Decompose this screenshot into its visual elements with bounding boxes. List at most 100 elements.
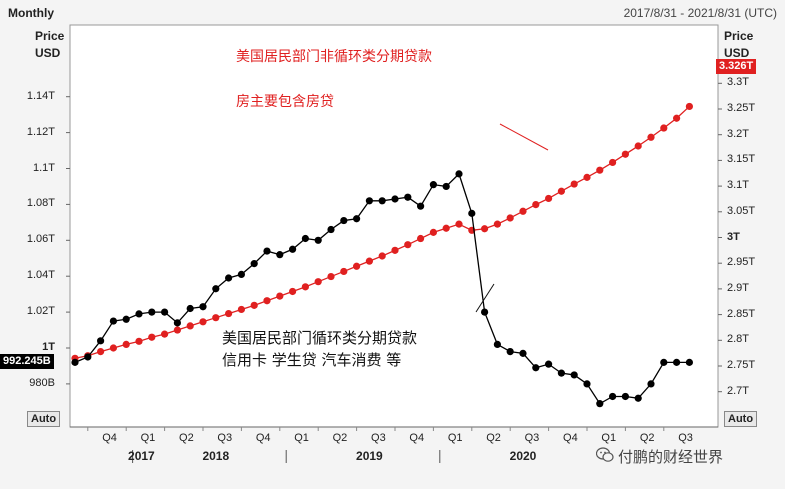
black-series-point <box>148 308 156 316</box>
red-series-point <box>97 348 105 356</box>
x-quarter-label: Q2 <box>179 432 194 444</box>
black-series-point <box>365 197 373 205</box>
red-series-point <box>161 330 169 338</box>
left-axis-tick-label: 1.14T <box>26 89 55 102</box>
black-series-point <box>442 182 450 191</box>
red-series-point <box>685 102 694 111</box>
black-series-point <box>199 303 207 311</box>
right-last-value-badge: 3.326T <box>716 59 757 74</box>
left-axis-title-line2: USD <box>35 46 61 60</box>
right-axis-ticks <box>718 82 722 393</box>
red-series-point <box>109 344 117 352</box>
black-series-point <box>353 215 361 223</box>
black-series-point <box>647 380 655 388</box>
black-series-point <box>532 364 540 372</box>
left-auto-scale-button[interactable]: Auto <box>27 411 61 427</box>
x-quarter-label: Q3 <box>678 432 693 444</box>
red-series-point <box>365 257 373 265</box>
black-series-point <box>314 236 322 244</box>
plot-background <box>69 24 719 428</box>
black-series-point <box>545 360 553 368</box>
red-series-point <box>545 194 553 203</box>
x-quarter-label: Q4 <box>409 432 425 444</box>
x-quarter-label: Q2 <box>332 432 348 444</box>
x-year-label: 2017 <box>128 449 155 463</box>
red-series-point <box>391 246 399 254</box>
red-series-point <box>660 124 668 132</box>
black-series-point <box>468 209 476 217</box>
black-series-point <box>135 310 143 318</box>
black-series-point <box>391 195 399 203</box>
annotation-arrow-black <box>475 283 495 313</box>
frequency-label: Monthly <box>8 6 54 20</box>
red-series-point <box>429 228 437 236</box>
black-series-point <box>84 353 92 361</box>
x-quarter-label: Q1 <box>447 432 463 444</box>
red-series-point <box>212 314 220 322</box>
black-series-point <box>493 340 501 349</box>
x-quarter-label: Q1 <box>140 432 156 444</box>
red-series-point <box>263 297 271 305</box>
left-axis-title-line1: Price <box>35 29 65 43</box>
left-axis-tick-label: 980B <box>29 376 55 389</box>
right-axis-tick-label: 3.15T <box>727 153 756 166</box>
red-series-point <box>455 220 463 228</box>
right-axis-tick-label: 2.8T <box>727 333 750 346</box>
black-series-point <box>609 392 617 401</box>
black-series-point <box>481 308 489 316</box>
black-series-point <box>404 193 412 201</box>
black-series-point <box>673 358 681 366</box>
black-series-point <box>301 234 309 243</box>
right-axis-tick-label: 2.9T <box>727 281 750 294</box>
x-quarter-label: Q2 <box>639 432 655 444</box>
black-series-point <box>378 197 386 205</box>
wechat-icon <box>596 447 614 462</box>
left-axis-tick-label: 1.04T <box>26 269 55 282</box>
annotation-red-subtitle: 房主要包含房贷 <box>236 94 334 110</box>
black-series-point <box>570 371 578 379</box>
black-series-point <box>289 245 297 253</box>
red-series-point <box>122 340 130 349</box>
right-axis-tick-label: 2.95T <box>727 256 756 269</box>
x-quarter-label: Q3 <box>371 432 386 444</box>
black-series-point <box>109 317 117 325</box>
red-series-point <box>186 322 194 330</box>
red-series-point <box>173 326 181 334</box>
left-axis-tick-label: 1T <box>42 341 55 353</box>
black-series-point <box>583 380 591 388</box>
red-series-point <box>404 241 412 249</box>
left-axis-tick-label: 1.12T <box>26 125 55 138</box>
x-year-label: 2019 <box>356 449 383 463</box>
black-series-point <box>557 369 566 377</box>
right-axis-tick-label: 3.05T <box>727 204 756 217</box>
red-series-point <box>647 133 655 141</box>
black-series-point <box>596 400 604 408</box>
red-series-point <box>442 224 450 232</box>
right-axis-tick-label: 3.25T <box>727 102 756 114</box>
black-series-point <box>71 358 79 366</box>
annotation-red-title: 美国居民部门非循环类分期贷款 <box>236 49 432 65</box>
black-series-point <box>506 347 514 356</box>
black-series-point <box>186 304 194 313</box>
red-series-point <box>621 150 630 158</box>
date-range-label: 2017/8/31 - 2021/8/31 (UTC) <box>623 6 777 20</box>
black-series-point <box>212 285 220 293</box>
red-series-point <box>250 301 258 309</box>
x-quarter-label: Q4 <box>255 432 271 444</box>
right-axis-tick-label: 2.85T <box>727 307 756 320</box>
black-series-point <box>327 225 335 234</box>
red-series-point <box>237 305 245 314</box>
black-series-point <box>237 270 245 279</box>
black-series-point <box>455 170 463 178</box>
x-year-label: 2018 <box>202 449 230 463</box>
x-quarter-label: Q1 <box>294 432 309 444</box>
black-series-point <box>225 274 233 282</box>
right-auto-scale-button[interactable]: Auto <box>724 411 758 427</box>
red-series-point <box>532 201 540 209</box>
left-last-value-badge: 992.245B <box>0 354 54 369</box>
annotation-black-title: 美国居民部门循环类分期贷款 <box>222 329 418 347</box>
black-series-point <box>250 260 258 268</box>
red-series-point <box>340 267 348 276</box>
right-axis-tick-label: 3.3T <box>727 76 750 89</box>
